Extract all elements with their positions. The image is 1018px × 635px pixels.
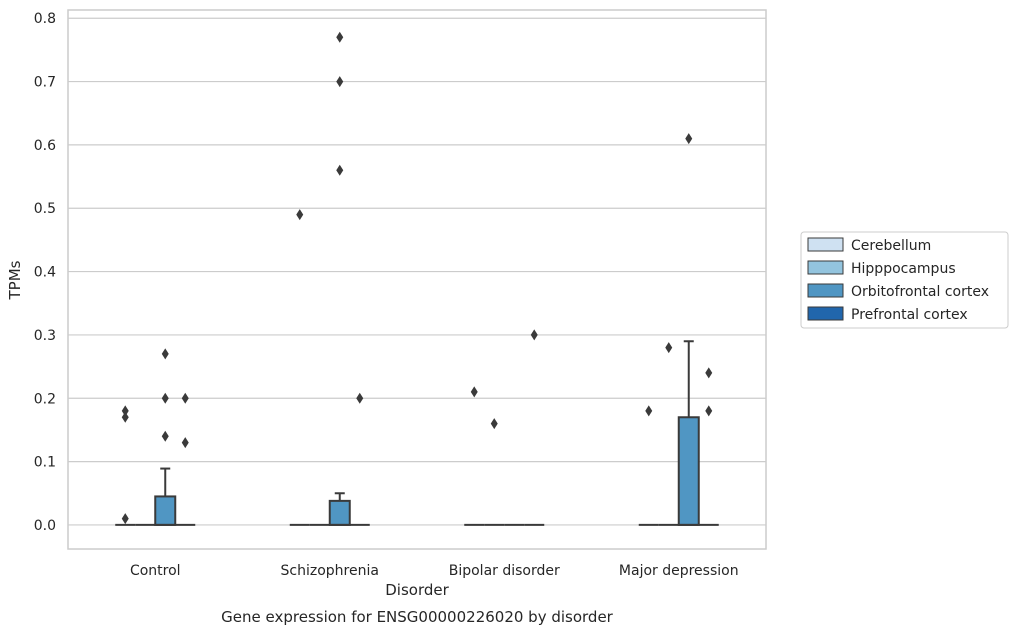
y-tick-label: 0.8: [34, 11, 56, 27]
x-axis-ticks: Control Schizophrenia Bipolar disorder Majo…: [130, 563, 739, 579]
box-group: [175, 392, 196, 526]
outlier-point: [161, 348, 169, 360]
outlier-point: [296, 209, 304, 221]
outlier-point: [665, 342, 673, 354]
y-axis-label: TPMs: [6, 260, 24, 300]
y-tick-label: 0.6: [34, 138, 56, 154]
outlier-point: [181, 392, 189, 404]
box-group: [115, 405, 136, 526]
box-group: [524, 329, 545, 526]
box: [154, 495, 177, 526]
box-group: [154, 348, 177, 526]
box-group: [349, 392, 370, 526]
grid-lines: [68, 17, 766, 526]
outlier-point: [336, 164, 344, 176]
y-tick-label: 0.3: [34, 328, 56, 344]
box-group: [638, 405, 659, 526]
outlier-point: [490, 418, 498, 430]
x-axis-label: Disorder: [385, 581, 449, 599]
legend-label: Hipppocampus: [851, 261, 956, 277]
box-group: [677, 133, 700, 526]
legend-label: Orbitofrontal cortex: [851, 284, 989, 300]
chart-caption: Gene expression for ENSG00000226020 by d…: [221, 608, 614, 626]
outlier-point: [356, 392, 364, 404]
y-axis-ticks: 0.0 0.1 0.2 0.3 0.4 0.5 0.6 0.7 0.8: [34, 11, 56, 534]
outlier-point: [121, 411, 129, 423]
box-group: [328, 31, 351, 526]
legend-label: Prefrontal cortex: [851, 307, 968, 323]
legend-swatch: [807, 306, 844, 321]
outlier-point: [530, 329, 538, 341]
outlier-point: [645, 405, 653, 417]
x-tick-label: Control: [130, 563, 181, 579]
box-group: [484, 418, 505, 526]
legend-swatch: [807, 260, 844, 275]
y-tick-label: 0.4: [34, 265, 56, 281]
box: [328, 499, 351, 526]
y-tick-label: 0.5: [34, 201, 56, 217]
outlier-point: [161, 392, 169, 404]
outlier-point: [161, 430, 169, 442]
plot-frame: [67, 9, 767, 550]
x-tick-label: Schizophrenia: [281, 563, 379, 579]
outlier-point: [181, 437, 189, 449]
y-tick-label: 0.7: [34, 75, 56, 91]
box-group: [698, 367, 719, 526]
box-group: [289, 209, 310, 526]
x-tick-label: Major depression: [619, 563, 739, 579]
box-group: [464, 386, 485, 526]
outlier-point: [705, 367, 713, 379]
legend-swatch: [807, 283, 844, 298]
outlier-point: [336, 31, 344, 43]
y-tick-label: 0.0: [34, 518, 56, 534]
outlier-point: [336, 76, 344, 88]
box-plot-series: [115, 31, 719, 526]
x-tick-label: Bipolar disorder: [449, 563, 560, 579]
outlier-point: [705, 405, 713, 417]
y-tick-label: 0.2: [34, 391, 56, 407]
legend-frame: [800, 231, 1009, 329]
legend: Cerebellum Hipppocampus Orbitofrontal cort…: [800, 231, 1009, 329]
box-group: [658, 342, 679, 526]
box: [677, 416, 700, 526]
outlier-point: [685, 133, 693, 145]
y-tick-label: 0.1: [34, 455, 56, 471]
outlier-point: [121, 513, 129, 525]
legend-label: Cerebellum: [851, 238, 931, 254]
outlier-point: [470, 386, 478, 398]
outlier-point: [121, 405, 129, 417]
legend-swatch: [807, 237, 844, 252]
